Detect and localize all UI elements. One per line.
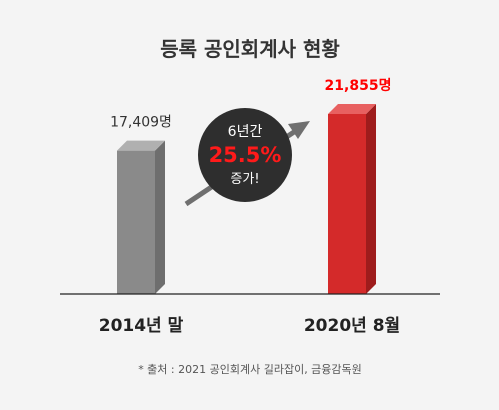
source-note: * 출처 : 2021 공인회계사 길라잡이, 금융감독원 [138,363,362,376]
bar-2014 [117,150,155,294]
bar-2020 [328,114,366,294]
bar-side-2020 [366,104,376,294]
badge-period: 6년간 [228,124,263,140]
badge-percent: 25.5% [209,143,282,167]
badge-increase: 증가! [230,172,259,187]
category-label-2020: 2020년 8월 [304,316,400,336]
category-label-2014: 2014년 말 [99,315,184,336]
value-label-2020: 21,855명 [325,77,392,94]
value-label-2014: 17,409명 [110,115,172,131]
bar-top-2020 [328,104,376,114]
chart-title: 등록 공인회계사 현황 [160,37,340,61]
badge-circle [198,108,292,202]
bars-group: 17,409명 21,855명 [110,77,391,294]
bar-side-2014 [155,140,165,294]
bar-top-2014 [117,140,165,151]
growth-badge: 6년간 25.5% 증가! [198,108,292,202]
